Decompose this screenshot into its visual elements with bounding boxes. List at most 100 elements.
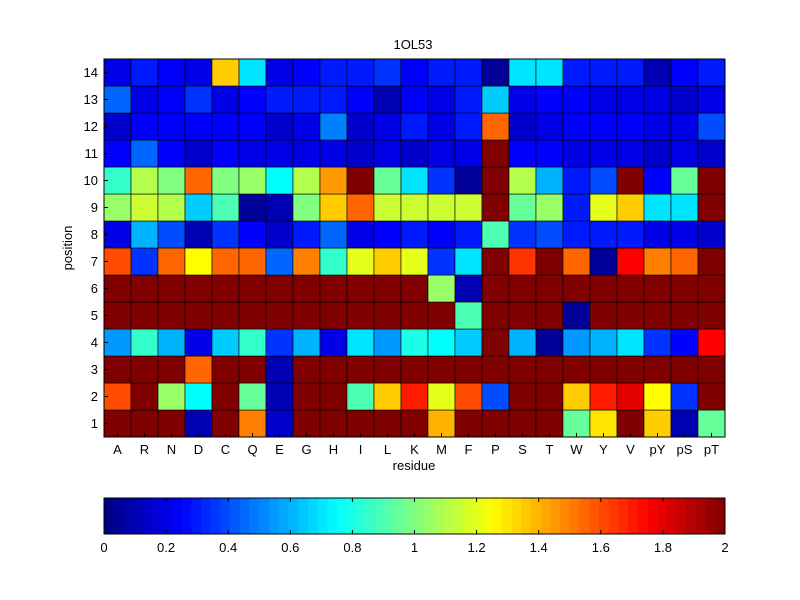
colorbar-swatch [560,498,571,534]
y-tick-label: 10 [84,173,98,188]
colorbar-swatch [365,498,377,534]
colorbar-swatch [569,498,580,534]
heatmap-cell [400,112,429,141]
colorbar-swatch [152,498,163,534]
heatmap-cell [238,139,267,168]
heatmap-cell [157,274,186,303]
heatmap-cell [400,166,429,195]
heatmap-cell [643,58,672,87]
heatmap-cell [535,220,564,249]
colorbar-swatch [288,498,299,534]
x-tick-label: I [359,442,363,457]
heatmap-cell [319,166,348,195]
heatmap-cell [643,112,672,141]
heatmap-cell [184,301,213,330]
heatmap-cell [319,58,348,87]
heatmap-cell [508,382,537,411]
heatmap-cell [238,220,267,249]
x-tick-label: K [410,442,419,457]
x-tick-label: W [570,442,583,457]
heatmap-cell [508,328,537,357]
heatmap-cell [373,166,402,195]
colorbar-swatch [637,498,648,534]
heatmap-cell [157,328,186,357]
heatmap-cell [292,301,321,330]
heatmap-cell [292,112,321,141]
heatmap-cell [508,139,537,168]
heatmap-cell [616,139,645,168]
heatmap-cell [346,328,375,357]
heatmap-cell [373,58,402,87]
heatmap-cell [508,220,537,249]
heatmap-cell [265,328,294,357]
heatmap-cell [103,139,132,168]
heatmap-cell [373,409,402,438]
heatmap-cell [697,274,726,303]
heatmap-cell [346,409,375,438]
colorbar-swatch [327,498,338,534]
heatmap-cell [589,328,618,357]
heatmap-cell [103,58,132,87]
x-tick-label: pT [704,442,719,457]
heatmap-cell [157,58,186,87]
heatmap-cell [157,193,186,222]
heatmap-cell [400,328,429,357]
heatmap-cell [562,193,591,222]
colorbar-swatch [123,498,134,534]
heatmap-cell [346,382,375,411]
heatmap-cell [265,220,294,249]
heatmap-cell [481,328,510,357]
heatmap-cell [130,328,159,357]
heatmap-cell [319,382,348,411]
heatmap-cell [454,85,483,114]
colorbar [104,498,726,534]
x-tick-label: T [546,442,554,457]
heatmap-cell [157,382,186,411]
heatmap-cell [157,409,186,438]
colorbar-swatch [492,498,503,534]
colorbar-swatch [385,498,396,534]
heatmap-cell [616,220,645,249]
heatmap-cell [643,274,672,303]
heatmap-cell [643,193,672,222]
heatmap-cell [454,166,483,195]
heatmap-cell [508,355,537,384]
heatmap-cell [589,166,618,195]
heatmap-cell [265,355,294,384]
x-tick-label: Q [247,442,257,457]
heatmap-cell [643,301,672,330]
heatmap-cell [184,139,213,168]
x-tick-label: H [329,442,338,457]
heatmap-cell [238,382,267,411]
colorbar-swatch [239,498,250,534]
colorbar-swatch [686,498,697,534]
heatmap-cell [346,112,375,141]
heatmap-cell [427,58,456,87]
heatmap-cell [508,166,537,195]
heatmap-cell [697,166,726,195]
heatmap-cell [103,382,132,411]
colorbar-swatch [433,498,445,534]
heatmap-cell [319,139,348,168]
heatmap-cell [211,58,240,87]
heatmap-cell [265,166,294,195]
heatmap-cell [400,247,429,276]
heatmap-cell [616,274,645,303]
heatmap-cell [211,139,240,168]
heatmap-cell [670,409,699,438]
heatmap-cell [238,301,267,330]
heatmap-cell [508,247,537,276]
colorbar-tick-label: 2 [721,540,728,555]
heatmap-cell [265,409,294,438]
heatmap-cell [589,58,618,87]
heatmap-cell [373,85,402,114]
colorbar-tick-labels: 0 0.2 0.4 0.6 0.8 1 1.2 1.4 1.6 1.8 2 [100,498,729,555]
colorbar-swatch [171,498,183,534]
y-tick-label: 2 [91,389,98,404]
heatmap-cell [427,409,456,438]
heatmap-cell [616,85,645,114]
y-tick-label: 4 [91,335,98,350]
heatmap-cell [697,112,726,141]
heatmap-cell [130,85,159,114]
heatmap-cell [319,409,348,438]
